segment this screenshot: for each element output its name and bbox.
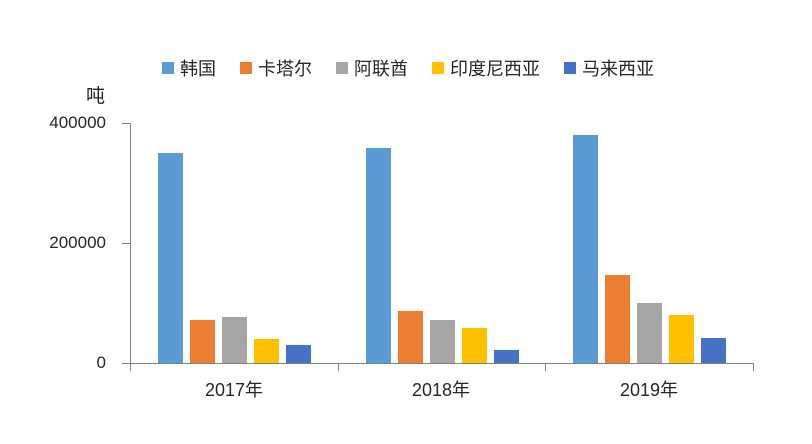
y-axis-line: [130, 123, 131, 364]
bar-south-korea-2018: [366, 148, 391, 363]
bar-malaysia-2017: [286, 345, 311, 363]
bar-qatar-2019: [605, 275, 630, 363]
bar-indonesia-2019: [669, 315, 694, 363]
legend-marker-icon: [564, 62, 576, 74]
y-axis-tick-mark: [122, 363, 130, 364]
y-axis-tick-label: 400000: [49, 113, 106, 132]
legend-marker-icon: [336, 62, 348, 74]
bar-uae-2017: [222, 317, 247, 363]
legend-marker-icon: [162, 62, 174, 74]
y-axis-unit-label: 吨: [85, 86, 105, 107]
x-axis-tick-mark: [338, 363, 339, 371]
bar-malaysia-2019: [701, 338, 726, 363]
bar-indonesia-2017: [254, 339, 279, 363]
bar-uae-2019: [637, 303, 662, 363]
x-axis-category-label: 2018年: [411, 380, 471, 400]
x-axis-category-label: 2017年: [204, 380, 264, 400]
legend-item-indonesia: 印度尼西亚: [432, 55, 540, 81]
legend-label: 卡塔尔: [258, 59, 312, 79]
bar-indonesia-2018: [462, 328, 487, 363]
legend-marker-icon: [240, 62, 252, 74]
bar-south-korea-2019: [573, 135, 598, 363]
bar-qatar-2018: [398, 311, 423, 363]
bar-qatar-2017: [190, 320, 215, 363]
legend-marker-icon: [432, 62, 444, 74]
x-axis-line: [130, 363, 754, 364]
x-axis-tick-mark: [545, 363, 546, 371]
x-axis-tick-mark: [130, 363, 131, 371]
x-axis-tick-mark: [753, 363, 754, 371]
legend-item-malaysia: 马来西亚: [564, 55, 654, 81]
legend-item-qatar: 卡塔尔: [240, 55, 312, 81]
bar-uae-2018: [430, 320, 455, 363]
chart-legend: 韩国 卡塔尔 阿联酋 印度尼西亚 马来西亚: [162, 57, 654, 79]
legend-label: 马来西亚: [582, 59, 654, 79]
bar-south-korea-2017: [158, 153, 183, 363]
y-axis-tick-mark: [122, 123, 130, 124]
legend-item-uae: 阿联酋: [336, 55, 408, 81]
bar-malaysia-2018: [494, 350, 519, 363]
legend-item-south-korea: 韩国: [162, 55, 216, 81]
y-axis-tick-label: 200000: [49, 233, 106, 252]
legend-label: 韩国: [180, 59, 216, 79]
legend-label: 阿联酋: [354, 59, 408, 79]
x-axis-category-label: 2019年: [619, 380, 679, 400]
legend-label: 印度尼西亚: [450, 59, 540, 79]
y-axis-tick-label: 0: [96, 353, 106, 372]
y-axis-tick-mark: [122, 243, 130, 244]
